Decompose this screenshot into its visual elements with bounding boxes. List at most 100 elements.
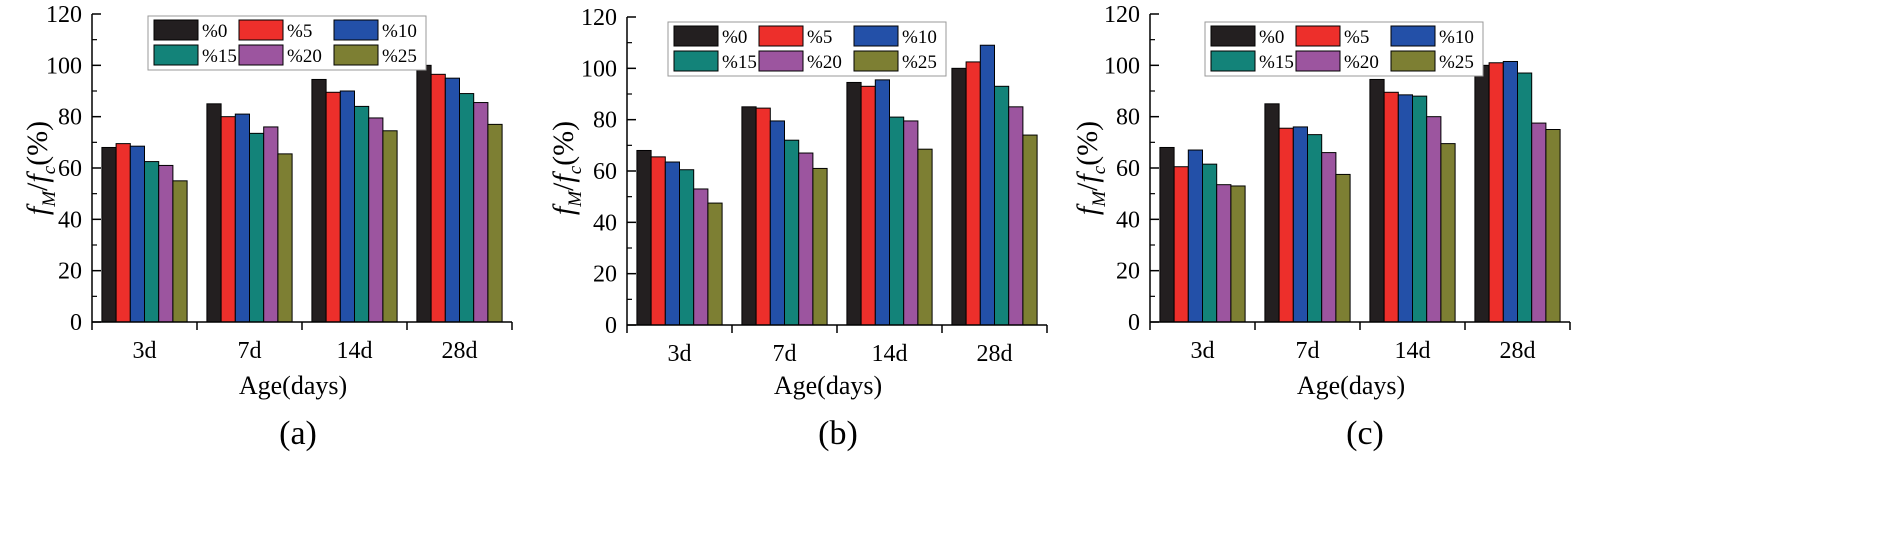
y-tick-label: 100 [1104,53,1140,79]
legend-swatch [673,50,719,72]
bar [917,148,933,326]
y-tick-label: 120 [46,2,82,28]
bar [158,164,174,323]
plot-area: 0 20 40 60 80 100 120 3d 7d 14d 28d %0 %5 %10 %15 %20 %2… [1104,2,1571,364]
y-label-percent: (%) [1071,121,1104,166]
bar [1173,166,1189,323]
legend-label: %15 [722,52,757,73]
y-tick-label: 40 [1116,207,1140,233]
panel-label: (a) [279,415,317,452]
bar [249,132,265,323]
bar [1008,106,1024,326]
bar [1383,91,1399,323]
bar [277,153,293,323]
y-tick-label: 40 [58,207,82,233]
bar [1545,129,1561,323]
bar [263,126,279,323]
legend-swatch [1390,50,1436,72]
bar [784,139,800,326]
y-tick-label: 60 [58,156,82,182]
legend-swatch [238,19,284,41]
bar [1321,152,1337,323]
x-tick-label: 14d [1395,338,1431,364]
bar [206,103,222,323]
bar [812,167,828,326]
bar [1502,60,1518,323]
legend-label: %25 [382,46,417,67]
bar [444,77,460,323]
y-tick-label: 120 [1104,2,1140,28]
bar [1335,173,1351,323]
legend-label: %20 [1344,52,1379,73]
legend-swatch [853,25,899,47]
bar [487,123,503,323]
legend: %0 %5 %10 %15 %20 %25 [667,21,947,77]
legend-label: %15 [1259,52,1294,73]
bar [354,105,370,323]
bar [172,180,188,323]
panel-label: (c) [1346,415,1384,452]
bar [1426,116,1442,323]
y-tick-label: 0 [605,313,617,339]
legend-label: %25 [902,52,937,73]
bar [115,143,131,323]
x-axis-label: Age(days) [239,371,347,400]
bar [741,106,757,326]
bar [430,73,446,323]
x-axis-label: Age(days) [774,371,882,400]
y-axis-label: fM/fc(%) [547,121,586,215]
bar [1517,72,1533,323]
bar [325,91,341,323]
bar [769,120,786,326]
legend: %0 %5 %10 %15 %20 %25 [147,15,427,71]
x-tick-label: 28d [1500,338,1536,364]
bar [473,102,489,323]
bar [1187,149,1203,323]
bar [129,145,145,323]
bar [234,113,251,323]
y-tick-label: 100 [46,53,82,79]
legend-swatch [1210,25,1256,47]
y-label-sub-c: c [1089,165,1110,174]
x-tick-label: 3d [133,338,157,364]
bar [1264,103,1280,323]
panel-a: 0 20 40 60 80 100 120 3d 7d 14d 28d %0 %5 %10 %15 %20 %2… [21,2,513,452]
legend-label: %20 [287,46,322,67]
bar [994,85,1010,326]
bar [101,146,117,323]
x-tick-label: 28d [442,338,478,364]
legend-swatch [333,44,379,66]
y-tick-label: 20 [58,259,82,285]
y-tick-label: 80 [58,105,82,131]
bar [707,202,723,326]
x-tick-label: 3d [1191,338,1215,364]
y-label-percent: (%) [21,121,54,166]
x-tick-label: 7d [238,338,262,364]
bar [693,188,709,326]
legend-swatch [1210,50,1256,72]
y-tick-label: 20 [1116,259,1140,285]
x-axis-label: Age(days) [1297,371,1405,400]
y-label-sub-m: M [565,190,586,208]
y-tick-label: 0 [1128,310,1140,336]
legend-label: %20 [807,52,842,73]
bar [1488,62,1504,323]
bar [1440,143,1456,323]
plot-area: 0 20 40 60 80 100 120 3d 7d 14d 28d %0 %5 %10 %15 %20 %2… [46,2,513,364]
legend-label: %5 [287,21,312,42]
bar [220,116,236,323]
bar [664,161,680,326]
legend-swatch [1390,25,1436,47]
legend-swatch [758,50,804,72]
y-tick-label: 20 [593,262,617,288]
bar [860,85,876,326]
legend-swatch [153,19,199,41]
y-tick-label: 100 [581,56,617,82]
y-tick-label: 120 [581,5,617,31]
y-label-sub-m: M [39,190,60,208]
y-tick-label: 40 [593,210,617,236]
y-label-slash: / [547,182,580,191]
bar [144,161,160,323]
bar [679,169,695,326]
